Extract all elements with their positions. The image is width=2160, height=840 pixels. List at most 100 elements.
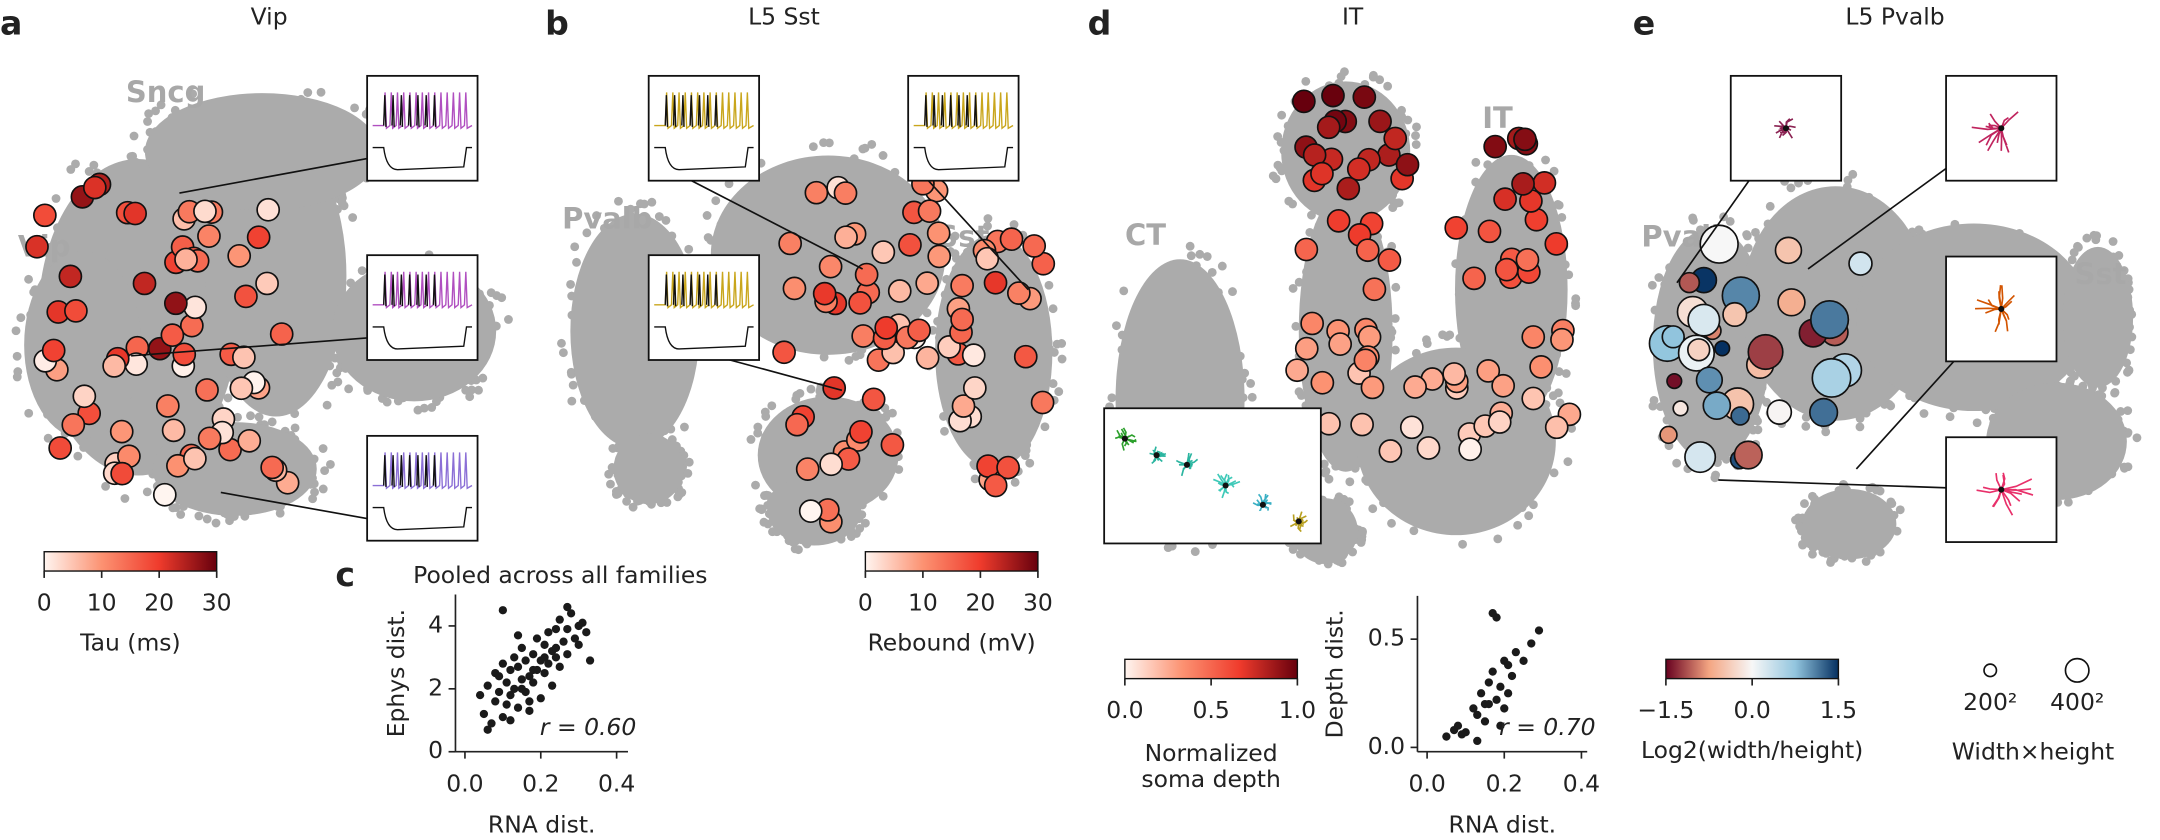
step-trace [372,506,473,531]
embedding-dot [1020,451,1030,460]
embedding-dot [120,494,130,503]
panel-title: IT [1342,2,1364,30]
scatter-point [536,694,545,703]
embedding-dot [2110,387,2120,397]
embedding-dot [1821,427,1831,437]
highlighted-cell [234,284,258,309]
embedding-dot [753,428,763,438]
colorbar-label: Log2(width/height) [1641,736,1863,764]
embedding-dot [504,315,513,324]
scatter-point [1511,648,1520,657]
soma [1153,452,1160,459]
highlighted-cell [1336,176,1361,201]
embedding-dot [1861,557,1871,566]
embedding-dot [1798,540,1808,550]
size-legend-marker [1983,663,1998,678]
embedding-dot [746,435,756,444]
embedding-dot [12,351,22,361]
highlighted-cell [819,452,844,477]
highlighted-cell [256,197,281,222]
embedding-dot [1458,539,1468,549]
highlighted-cell [1544,415,1569,440]
embedding-dot [337,198,347,208]
highlighted-cell [72,384,97,409]
embedding-dot [806,384,816,394]
embedding-dot [84,167,94,176]
x-tick-label: 0.0 [446,769,483,797]
embedding-dot [43,433,53,443]
colorbar-label: Normalized [1145,739,1278,767]
embedding-dot [1561,369,1571,378]
scatter-point [540,668,549,678]
embedding-dot [622,496,632,506]
highlighted-cell [1006,281,1031,305]
embedding-dot [303,88,313,97]
embedding-dot [1524,511,1534,521]
scatter-point [521,656,530,665]
scatter-point [540,640,549,649]
embedding-dot [808,142,818,152]
colorbar-tick-label: 0.0 [1734,696,1771,724]
connector [179,157,368,194]
highlighted-cell [861,387,886,412]
embedding-dot [1390,314,1400,323]
scatter-point [494,672,504,681]
spike-trace [372,452,473,490]
highlighted-cell [161,418,186,443]
embedding-dot [465,392,475,402]
embedding-dot [1945,412,1955,422]
embedding-dot [73,451,83,461]
embedding-dot [1471,157,1481,167]
highlighted-cell [183,295,208,320]
soma [1782,125,1790,132]
spike-trace [654,92,754,130]
scatter-point [1457,730,1466,739]
highlighted-cell [975,246,1000,271]
panel-title: L5 Sst [748,2,820,30]
embedding-dot [1753,425,1763,435]
y-tick-label: 0 [428,736,443,764]
embedding-dot [1368,504,1378,514]
highlighted-cell [123,201,147,226]
highlighted-cell [851,324,876,348]
step-trace [913,146,1014,171]
highlighted-cell [1285,358,1309,383]
embedding-dot [703,233,713,242]
size-legend-title: Width×height [1952,738,2114,766]
embedding-dot [1808,491,1817,501]
scatter-point [517,675,526,684]
embedding-dot [860,143,870,153]
x-tick-label: 0.2 [522,769,559,797]
highlighted-cell [152,482,177,507]
embedding-dot [1567,424,1577,433]
highlighted-cell [193,199,217,224]
scatter-point [1488,667,1497,676]
highlighted-cell [172,342,197,367]
embedding-region [1802,488,1897,560]
colorbar [864,551,1039,572]
embedding-dot [1009,220,1019,229]
highlighted-cell [1521,386,1546,411]
embedding-dot [2089,230,2099,240]
highlighted-cell [907,318,931,343]
embedding-dot [233,412,242,422]
embedding-dot [1057,339,1067,348]
step-trace [654,146,754,171]
embedding-dot [1553,388,1563,398]
embedding-dot [24,274,33,284]
highlighted-cell [1848,251,1873,276]
scatter-point [513,631,523,640]
embedding-dot [427,403,437,412]
embedding-dot [128,151,138,161]
scatter-point [525,697,534,706]
embedding-dot [846,532,856,541]
highlighted-cell [1511,172,1535,196]
x-tick-label: 0.4 [598,769,635,797]
embedding-dot [143,117,152,126]
embedding-dot [1391,282,1401,292]
embedding-dot [327,380,337,390]
embedding-dot [89,160,99,170]
highlighted-cell [772,340,796,365]
highlighted-cell [1666,372,1683,390]
embedding-dot [1288,199,1297,209]
